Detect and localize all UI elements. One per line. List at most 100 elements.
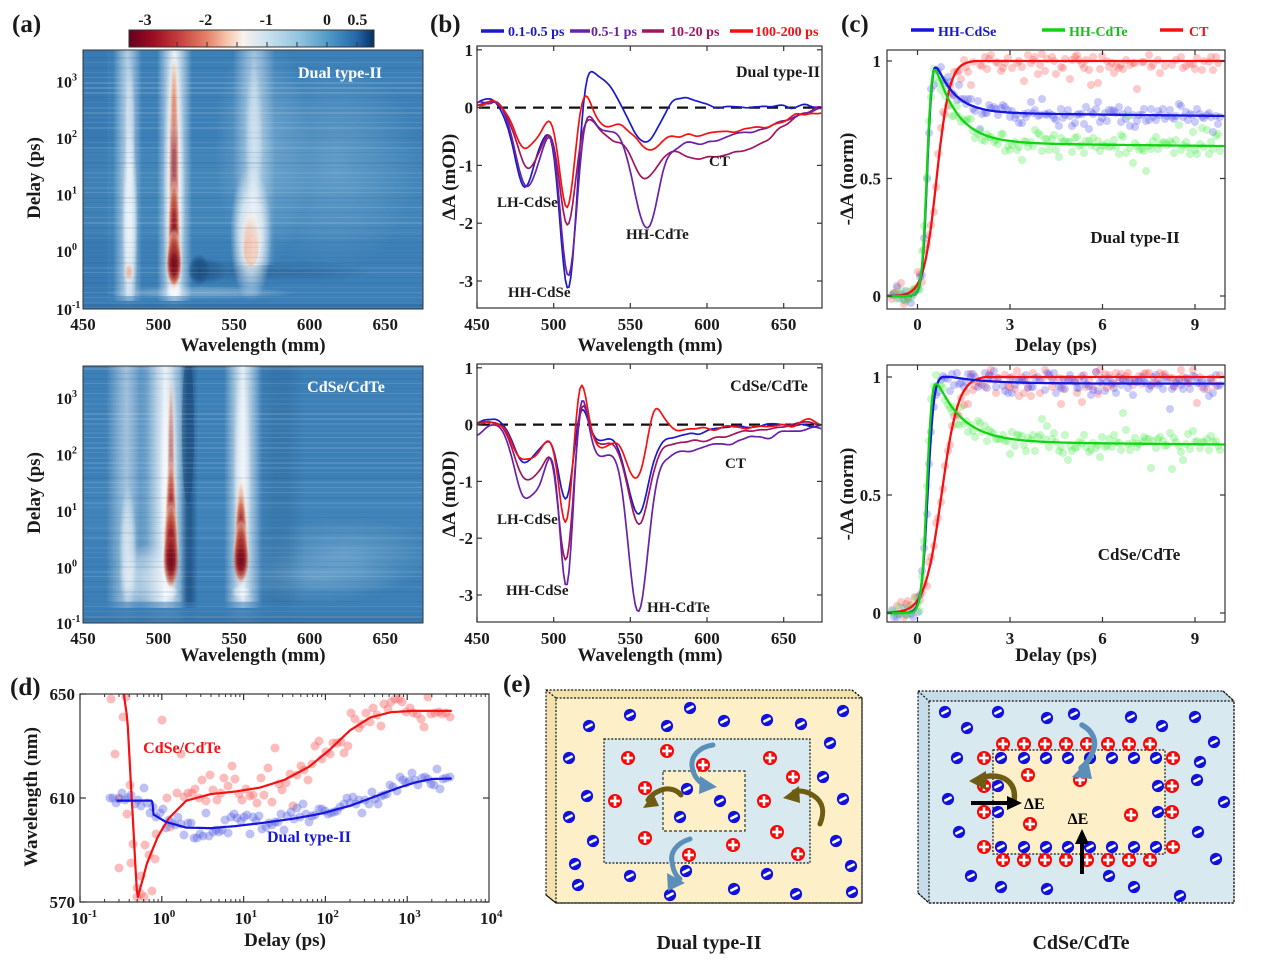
svg-text:1: 1 xyxy=(252,908,258,920)
svg-text:600: 600 xyxy=(297,629,323,648)
svg-text:Wavelength (mm): Wavelength (mm) xyxy=(180,335,325,356)
svg-text:10: 10 xyxy=(316,909,333,928)
svg-text:Wavelength (nm): Wavelength (nm) xyxy=(21,727,42,867)
svg-text:-2: -2 xyxy=(199,12,212,29)
svg-text:650: 650 xyxy=(372,315,398,334)
svg-text:610: 610 xyxy=(50,789,76,808)
svg-text:3: 3 xyxy=(1006,629,1015,648)
svg-text:650: 650 xyxy=(372,629,398,648)
svg-text:HH-CdTe: HH-CdTe xyxy=(1069,25,1128,40)
svg-text:600: 600 xyxy=(297,315,323,334)
svg-text:CT: CT xyxy=(725,456,746,472)
svg-text:(b): (b) xyxy=(430,11,461,38)
svg-text:10: 10 xyxy=(235,909,252,928)
svg-text:450: 450 xyxy=(70,629,96,648)
svg-text:-1: -1 xyxy=(88,908,97,920)
svg-text:0: 0 xyxy=(465,416,474,435)
svg-text:0: 0 xyxy=(913,315,922,334)
svg-text:10: 10 xyxy=(56,504,72,521)
svg-text:1: 1 xyxy=(465,359,474,378)
svg-text:0: 0 xyxy=(323,12,331,29)
svg-text:550: 550 xyxy=(221,629,247,648)
svg-text:(e): (e) xyxy=(503,671,531,698)
svg-text:CT: CT xyxy=(1189,25,1209,40)
svg-text:LH-CdSe: LH-CdSe xyxy=(497,195,558,211)
svg-text:550: 550 xyxy=(618,315,644,334)
svg-text:650: 650 xyxy=(771,315,797,334)
svg-text:-1: -1 xyxy=(72,300,80,311)
svg-text:600: 600 xyxy=(694,315,720,334)
svg-text:(d): (d) xyxy=(10,674,41,701)
svg-text:Dual type-II: Dual type-II xyxy=(736,64,820,81)
svg-text:450: 450 xyxy=(464,315,490,334)
svg-text:10: 10 xyxy=(153,909,170,928)
svg-text:Delay (ps): Delay (ps) xyxy=(244,930,326,951)
svg-text:ΔE: ΔE xyxy=(1068,811,1089,828)
svg-text:2: 2 xyxy=(333,908,339,920)
svg-text:0: 0 xyxy=(72,242,77,253)
svg-text:ΔE: ΔE xyxy=(1024,796,1045,813)
svg-text:HH-CdSe: HH-CdSe xyxy=(506,583,569,599)
svg-text:-1: -1 xyxy=(260,12,273,29)
svg-text:1: 1 xyxy=(873,368,882,387)
svg-text:0.5-1 ps: 0.5-1 ps xyxy=(591,25,637,40)
svg-text:600: 600 xyxy=(694,629,720,648)
svg-text:3: 3 xyxy=(1006,315,1015,334)
svg-text:-1: -1 xyxy=(459,156,473,175)
svg-text:10: 10 xyxy=(56,75,72,92)
svg-text:-1: -1 xyxy=(72,614,80,625)
svg-text:Wavelength (mm): Wavelength (mm) xyxy=(577,335,722,356)
svg-text:2: 2 xyxy=(72,129,77,140)
svg-text:ΔA (mOD): ΔA (mOD) xyxy=(439,451,460,537)
svg-text:CdSe/CdTe: CdSe/CdTe xyxy=(1098,545,1181,564)
svg-text:500: 500 xyxy=(146,315,172,334)
svg-text:6: 6 xyxy=(1098,315,1107,334)
svg-text:0: 0 xyxy=(873,287,882,306)
svg-text:0: 0 xyxy=(72,559,77,570)
svg-text:0.5: 0.5 xyxy=(347,12,367,29)
svg-text:0: 0 xyxy=(170,908,176,920)
svg-text:Dual type-II: Dual type-II xyxy=(1090,228,1180,247)
svg-text:550: 550 xyxy=(221,315,247,334)
svg-text:6: 6 xyxy=(1098,629,1107,648)
svg-text:0.5: 0.5 xyxy=(860,486,881,505)
svg-text:HH-CdTe: HH-CdTe xyxy=(647,600,710,616)
svg-text:0: 0 xyxy=(873,604,882,623)
svg-text:-ΔA (norm): -ΔA (norm) xyxy=(837,133,858,226)
svg-text:450: 450 xyxy=(70,315,96,334)
svg-text:450: 450 xyxy=(464,629,490,648)
svg-text:10: 10 xyxy=(480,909,497,928)
svg-text:10: 10 xyxy=(56,561,72,578)
svg-text:10-20 ps: 10-20 ps xyxy=(670,25,720,40)
svg-text:CdSe/CdTe: CdSe/CdTe xyxy=(307,379,385,396)
svg-text:-2: -2 xyxy=(459,529,473,548)
svg-text:-2: -2 xyxy=(459,214,473,233)
svg-text:-3: -3 xyxy=(138,12,151,29)
svg-text:(c): (c) xyxy=(841,11,869,38)
svg-text:0.5: 0.5 xyxy=(860,170,881,189)
svg-text:4: 4 xyxy=(497,908,503,920)
svg-text:Delay (ps): Delay (ps) xyxy=(1015,335,1097,356)
svg-text:10: 10 xyxy=(56,448,72,465)
svg-text:650: 650 xyxy=(50,685,76,704)
svg-text:Dual type-II: Dual type-II xyxy=(656,932,761,954)
svg-text:500: 500 xyxy=(541,315,567,334)
svg-text:1: 1 xyxy=(72,502,77,513)
svg-text:10: 10 xyxy=(71,909,88,928)
svg-text:ΔA (mOD): ΔA (mOD) xyxy=(439,134,460,220)
svg-text:10: 10 xyxy=(56,616,72,633)
svg-text:-3: -3 xyxy=(459,586,473,605)
svg-text:HH-CdTe: HH-CdTe xyxy=(626,227,689,243)
svg-text:9: 9 xyxy=(1191,315,1200,334)
svg-text:(a): (a) xyxy=(12,11,41,38)
svg-text:-1: -1 xyxy=(459,472,473,491)
svg-text:500: 500 xyxy=(541,629,567,648)
svg-text:2: 2 xyxy=(72,446,77,457)
svg-text:Delay (ps): Delay (ps) xyxy=(24,452,45,534)
svg-text:10: 10 xyxy=(56,131,72,148)
svg-text:3: 3 xyxy=(72,389,77,400)
svg-text:CT: CT xyxy=(709,154,730,170)
svg-text:CdSe/CdTe: CdSe/CdTe xyxy=(730,378,808,395)
svg-text:HH-CdSe: HH-CdSe xyxy=(508,285,571,301)
svg-text:10: 10 xyxy=(56,302,72,319)
